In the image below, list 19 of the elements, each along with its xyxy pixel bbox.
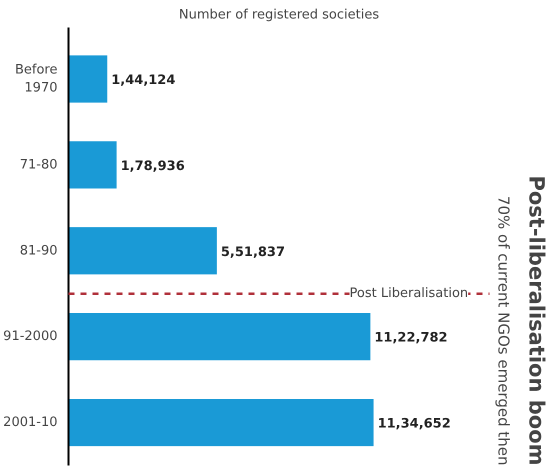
- bar: [68, 227, 217, 274]
- data-label: 1,44,124: [111, 73, 176, 88]
- bar: [68, 313, 370, 360]
- y-tick-label: 81-90: [20, 243, 58, 258]
- data-label: 5,51,837: [220, 244, 286, 260]
- x-axis-title: Number of registered societies: [178, 8, 380, 22]
- bar: [68, 141, 117, 189]
- y-tick-label: 71-80: [20, 157, 58, 172]
- ref-line-label: Post Liberalisation: [350, 286, 468, 302]
- data-label: 11,22,782: [374, 330, 448, 346]
- text: Post-liberalisation boom: [524, 175, 548, 466]
- data-label: 1,78,936: [120, 158, 185, 174]
- bar: [68, 55, 108, 103]
- y-tick-label: 2001-10: [3, 415, 58, 430]
- bar: [68, 398, 374, 446]
- y-tick-label: Before 1970: [14, 62, 58, 96]
- y-tick-label: 91-2000: [3, 329, 58, 344]
- text: 70% of current NGOs emerged then: [494, 196, 512, 466]
- data-label: 11,34,652: [378, 416, 451, 432]
